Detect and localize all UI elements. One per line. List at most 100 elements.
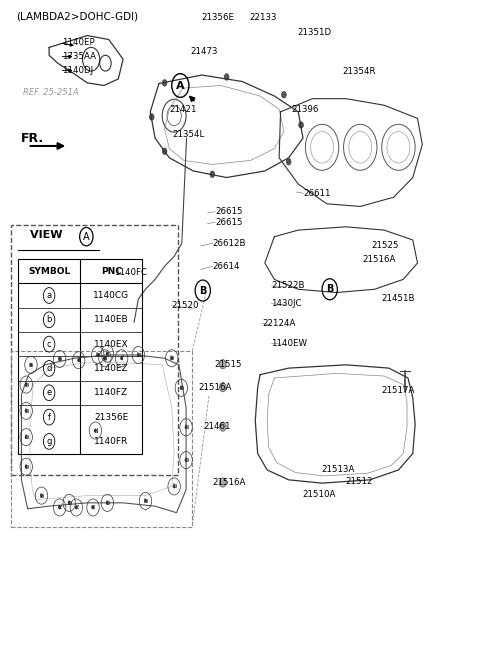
Circle shape <box>170 356 173 360</box>
Circle shape <box>219 478 226 487</box>
Circle shape <box>210 171 215 178</box>
Circle shape <box>68 501 71 505</box>
Circle shape <box>94 428 97 432</box>
Text: b: b <box>96 352 100 358</box>
Circle shape <box>120 356 123 360</box>
Text: 22133: 22133 <box>250 13 277 22</box>
Text: 1140FR: 1140FR <box>94 437 128 446</box>
Text: 26611: 26611 <box>303 189 331 198</box>
Text: 21356E: 21356E <box>94 412 128 422</box>
Text: 1140EZ: 1140EZ <box>94 364 129 373</box>
Text: 21461: 21461 <box>203 422 231 431</box>
Text: 21354R: 21354R <box>343 67 376 76</box>
Text: 21517A: 21517A <box>381 386 415 395</box>
Circle shape <box>162 80 167 86</box>
Text: b: b <box>184 424 188 430</box>
Text: 21396: 21396 <box>291 106 319 114</box>
Circle shape <box>58 506 61 510</box>
Bar <box>18 259 142 453</box>
Text: 1430JC: 1430JC <box>272 299 302 308</box>
Text: g: g <box>103 355 107 361</box>
Circle shape <box>40 494 43 498</box>
Circle shape <box>224 74 229 81</box>
Circle shape <box>30 363 33 367</box>
Text: 21516A: 21516A <box>362 255 396 263</box>
Text: 21516A: 21516A <box>213 478 246 487</box>
Circle shape <box>185 425 188 429</box>
Circle shape <box>219 422 226 431</box>
Text: 26612B: 26612B <box>213 239 246 248</box>
Text: 21515: 21515 <box>214 360 242 369</box>
Circle shape <box>180 386 183 390</box>
Text: 21525: 21525 <box>372 242 399 250</box>
Circle shape <box>25 409 28 412</box>
Text: 21510A: 21510A <box>302 490 336 499</box>
Text: 21421: 21421 <box>169 106 197 114</box>
Text: 21356E: 21356E <box>202 13 235 22</box>
Circle shape <box>185 458 188 462</box>
Text: b: b <box>47 315 52 324</box>
Text: b: b <box>169 355 174 361</box>
Text: c: c <box>106 350 109 356</box>
Circle shape <box>96 353 99 357</box>
Text: b: b <box>172 483 176 490</box>
Text: REF. 25-251A: REF. 25-251A <box>23 88 79 96</box>
Text: 1140EX: 1140EX <box>94 340 129 348</box>
Text: B: B <box>199 286 206 296</box>
Circle shape <box>144 499 147 503</box>
Text: b: b <box>144 498 148 504</box>
Text: e: e <box>91 504 95 510</box>
Circle shape <box>77 358 80 362</box>
Text: 21516A: 21516A <box>199 383 232 391</box>
Circle shape <box>104 356 107 360</box>
Text: A: A <box>176 81 185 90</box>
Text: 1140FZ: 1140FZ <box>94 388 128 397</box>
Text: 22124A: 22124A <box>262 319 295 328</box>
Text: f: f <box>48 412 50 422</box>
Text: b: b <box>58 356 62 362</box>
Text: b: b <box>24 464 28 470</box>
Text: VIEW: VIEW <box>30 230 66 240</box>
Circle shape <box>137 353 140 357</box>
Text: b: b <box>105 500 109 506</box>
Circle shape <box>25 465 28 469</box>
Text: b: b <box>184 457 188 463</box>
Text: b: b <box>136 352 141 358</box>
Text: 1140EP: 1140EP <box>61 38 94 48</box>
Text: 1140DJ: 1140DJ <box>61 66 93 75</box>
Circle shape <box>106 501 109 505</box>
Text: b: b <box>24 408 28 414</box>
Circle shape <box>286 158 291 165</box>
Circle shape <box>299 121 303 128</box>
Text: 1735AA: 1735AA <box>61 52 96 61</box>
Text: f: f <box>120 355 123 361</box>
Text: a: a <box>29 362 33 368</box>
Circle shape <box>92 506 95 510</box>
Text: b: b <box>39 492 44 498</box>
Circle shape <box>75 506 78 510</box>
Text: 21451B: 21451B <box>381 294 415 303</box>
Text: 21513A: 21513A <box>321 465 355 474</box>
Text: PNC: PNC <box>101 267 121 276</box>
Text: b: b <box>67 500 72 506</box>
Circle shape <box>219 383 226 392</box>
Text: 26615: 26615 <box>215 218 243 227</box>
Text: b: b <box>179 385 183 391</box>
Text: e: e <box>74 504 78 510</box>
Text: (LAMBDA2>DOHC-GDI): (LAMBDA2>DOHC-GDI) <box>16 11 138 21</box>
Circle shape <box>219 360 226 369</box>
Text: a: a <box>47 291 52 300</box>
Text: 1140EW: 1140EW <box>272 339 308 348</box>
Text: 21351D: 21351D <box>297 28 331 37</box>
Text: c: c <box>47 340 51 348</box>
Text: B: B <box>326 284 334 294</box>
Circle shape <box>106 352 109 356</box>
Text: FR.: FR. <box>21 131 44 145</box>
Text: 21473: 21473 <box>190 47 217 56</box>
Text: d: d <box>93 428 97 434</box>
Text: 1140CG: 1140CG <box>93 291 129 300</box>
Circle shape <box>25 435 28 439</box>
Circle shape <box>162 148 167 154</box>
Text: b: b <box>24 381 28 387</box>
Text: A: A <box>83 232 90 242</box>
